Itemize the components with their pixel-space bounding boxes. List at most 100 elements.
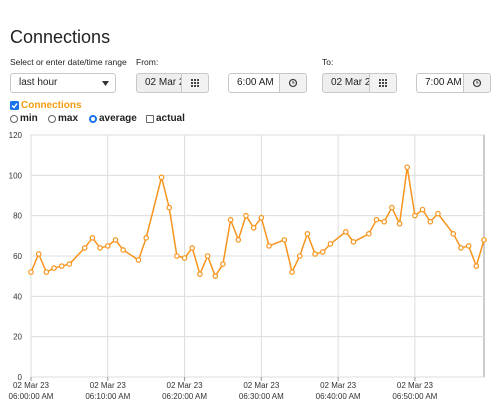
page-title: Connections	[10, 27, 111, 47]
point	[181, 255, 188, 261]
to-date[interactable]: 02 Mar 23	[322, 73, 370, 93]
point	[412, 212, 418, 219]
point	[250, 224, 257, 231]
calendar-button[interactable]	[181, 73, 209, 93]
x-tick-label: 06:40:00 AM	[316, 392, 361, 401]
point	[342, 229, 349, 235]
point	[435, 210, 441, 217]
point	[373, 216, 380, 223]
point	[158, 174, 165, 181]
point	[289, 269, 295, 275]
point	[396, 220, 403, 227]
point	[366, 231, 372, 237]
point	[227, 216, 234, 223]
range-select[interactable]: last hour	[10, 73, 116, 93]
point	[243, 212, 249, 219]
point	[220, 261, 226, 267]
point	[135, 257, 142, 263]
x-tick-label: 02 Mar 23	[320, 381, 357, 390]
point	[81, 245, 88, 251]
point	[174, 253, 180, 259]
point	[473, 263, 480, 269]
point	[28, 269, 34, 275]
y-tick-label: 120	[9, 131, 23, 140]
point	[35, 251, 42, 257]
point	[304, 231, 311, 237]
option[interactable]: actual	[146, 113, 185, 124]
point	[327, 241, 334, 247]
point	[350, 239, 357, 245]
checkbox	[10, 101, 19, 110]
x-tick-label: 06:10:00 AM	[85, 392, 130, 401]
option-label: min	[20, 113, 38, 124]
point	[465, 243, 472, 249]
point	[43, 269, 50, 275]
x-tick-label: 06:50:00 AM	[392, 392, 437, 401]
chart: 0 20 40 60 80 100 120 02 Mar 23 06:00:00 AM 02 Ma…	[9, 131, 487, 401]
clock-button[interactable]	[463, 73, 491, 93]
option[interactable]: average	[89, 113, 137, 124]
option[interactable]: max	[48, 113, 78, 124]
point	[266, 243, 272, 249]
caret	[102, 81, 109, 86]
x-tick-label: 06:20:00 AM	[162, 392, 207, 401]
series-label: Connections	[21, 100, 82, 111]
point	[312, 251, 318, 257]
calendar-button[interactable]	[369, 73, 397, 93]
from-date[interactable]: 02 Mar 23	[136, 73, 182, 93]
point	[419, 206, 426, 213]
y-tick-label: 0	[18, 373, 23, 382]
clock-icon	[472, 78, 482, 88]
point	[143, 235, 149, 241]
point	[389, 204, 395, 211]
point	[212, 273, 219, 279]
point	[281, 237, 288, 243]
point	[166, 204, 173, 211]
point	[58, 263, 65, 269]
to-time[interactable]: 7:00 AM	[416, 73, 464, 93]
range-label: Select or enter date/time range	[10, 57, 127, 67]
point	[97, 245, 103, 251]
y-tick-label: 100	[9, 171, 23, 180]
y-tick-label: 20	[13, 333, 22, 342]
y-tick-label: 80	[13, 212, 22, 221]
point	[120, 247, 126, 253]
point	[104, 243, 111, 249]
point	[197, 271, 203, 277]
range-value: last hour	[19, 77, 58, 88]
clock-button[interactable]	[279, 73, 307, 93]
point	[319, 249, 326, 255]
point	[296, 253, 303, 259]
x-tick-label: 06:30:00 AM	[239, 392, 284, 401]
to-label: To:	[322, 57, 334, 67]
point	[404, 164, 411, 171]
x-tick-label: 02 Mar 23	[167, 381, 204, 390]
x-tick-label: 06:00:00 AM	[9, 392, 54, 401]
point	[204, 253, 211, 259]
point	[89, 235, 96, 241]
clock-icon	[288, 78, 298, 88]
from-label: From:	[136, 57, 159, 67]
point	[381, 218, 387, 225]
point	[112, 237, 119, 243]
point	[450, 231, 457, 237]
option-label: max	[58, 113, 79, 124]
point	[235, 237, 242, 243]
y-tick-label: 60	[13, 252, 22, 261]
point	[481, 237, 487, 243]
calendar-icon	[379, 79, 387, 87]
option-label: actual	[156, 113, 185, 124]
point	[51, 265, 57, 271]
x-tick-label: 02 Mar 23	[13, 381, 50, 390]
point	[189, 245, 196, 251]
option[interactable]: min	[10, 113, 38, 124]
from-time[interactable]: 6:00 AM	[228, 73, 280, 93]
point	[66, 261, 73, 267]
x-tick-label: 02 Mar 23	[397, 381, 434, 390]
option-label: average	[99, 113, 137, 124]
calendar-icon	[191, 79, 199, 87]
series-toggle[interactable]: Connections	[10, 100, 82, 111]
x-tick-label: 02 Mar 23	[243, 381, 280, 390]
x-tick-label: 02 Mar 23	[90, 381, 127, 390]
